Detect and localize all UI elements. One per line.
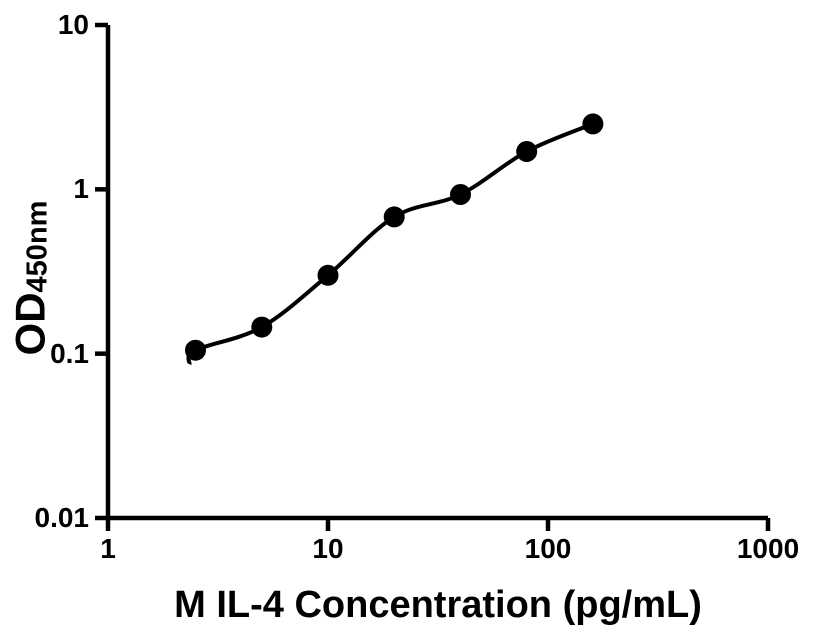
y-tick-label-0.01: 0.01	[34, 502, 90, 533]
y-axis-title: OD450nm	[6, 200, 54, 356]
y-axis-title-main: OD	[6, 292, 54, 356]
y-axis-title-subscript: 450nm	[21, 200, 54, 293]
x-tick-label-100: 100	[524, 533, 572, 564]
y-tick-label-10: 10	[57, 9, 89, 40]
data-point-marker	[317, 264, 339, 286]
y-tick-label-1: 1	[73, 173, 89, 205]
x-tick-label-1000: 1000	[736, 533, 800, 564]
data-point-marker	[251, 316, 273, 338]
y-tick-label-0.1: 0.1	[50, 337, 89, 369]
x-axis-title: M IL-4 Concentration (pg/mL)	[174, 584, 702, 626]
axis-spines	[105, 25, 768, 521]
x-tick-label-10: 10	[312, 533, 344, 564]
data-point-marker	[185, 339, 206, 361]
data-point-marker	[383, 206, 405, 228]
data-point-marker	[450, 184, 471, 205]
x-tick-label-1: 1	[100, 533, 116, 564]
data-point-marker	[516, 141, 538, 162]
data-point-marker	[582, 113, 604, 135]
